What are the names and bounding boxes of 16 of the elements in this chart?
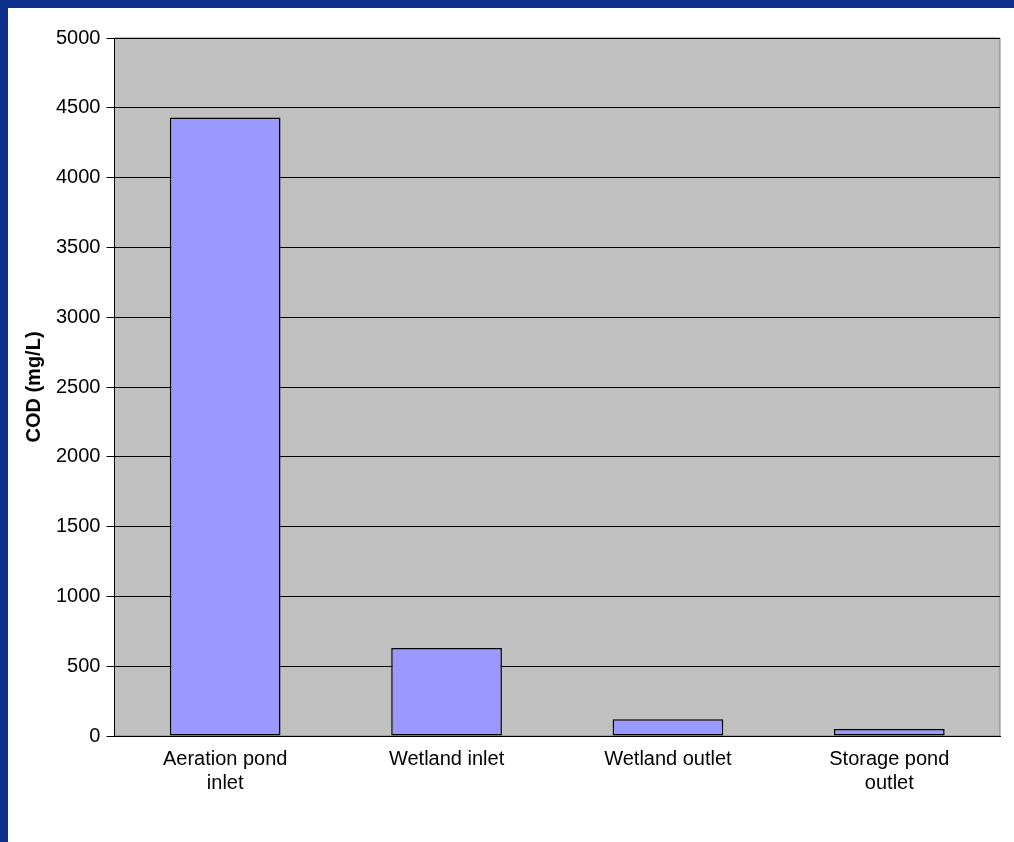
y-tick-label: 4000 bbox=[55, 165, 101, 188]
y-tick-label: 3000 bbox=[55, 304, 101, 327]
x-tick-label: Wetland inlet bbox=[388, 746, 505, 769]
y-axis-title: COD (mg/L) bbox=[21, 331, 44, 443]
x-tick-label: Storage pond outlet bbox=[829, 746, 950, 793]
y-tick-label: 1000 bbox=[55, 583, 101, 606]
y-tick-label: 1500 bbox=[55, 514, 101, 537]
y-tick-label: 2500 bbox=[55, 374, 101, 397]
y-tick-label: 3500 bbox=[55, 234, 101, 257]
y-tick-label: 5000 bbox=[55, 25, 101, 48]
x-tick-label: Wetland outlet bbox=[604, 746, 733, 769]
y-tick-label: 4500 bbox=[55, 95, 101, 118]
y-tick-label: 500 bbox=[67, 653, 101, 676]
x-tick-label: Aeration pond inlet bbox=[162, 746, 288, 793]
y-tick-label: 2000 bbox=[55, 444, 101, 467]
y-tick-label: 0 bbox=[89, 723, 101, 746]
